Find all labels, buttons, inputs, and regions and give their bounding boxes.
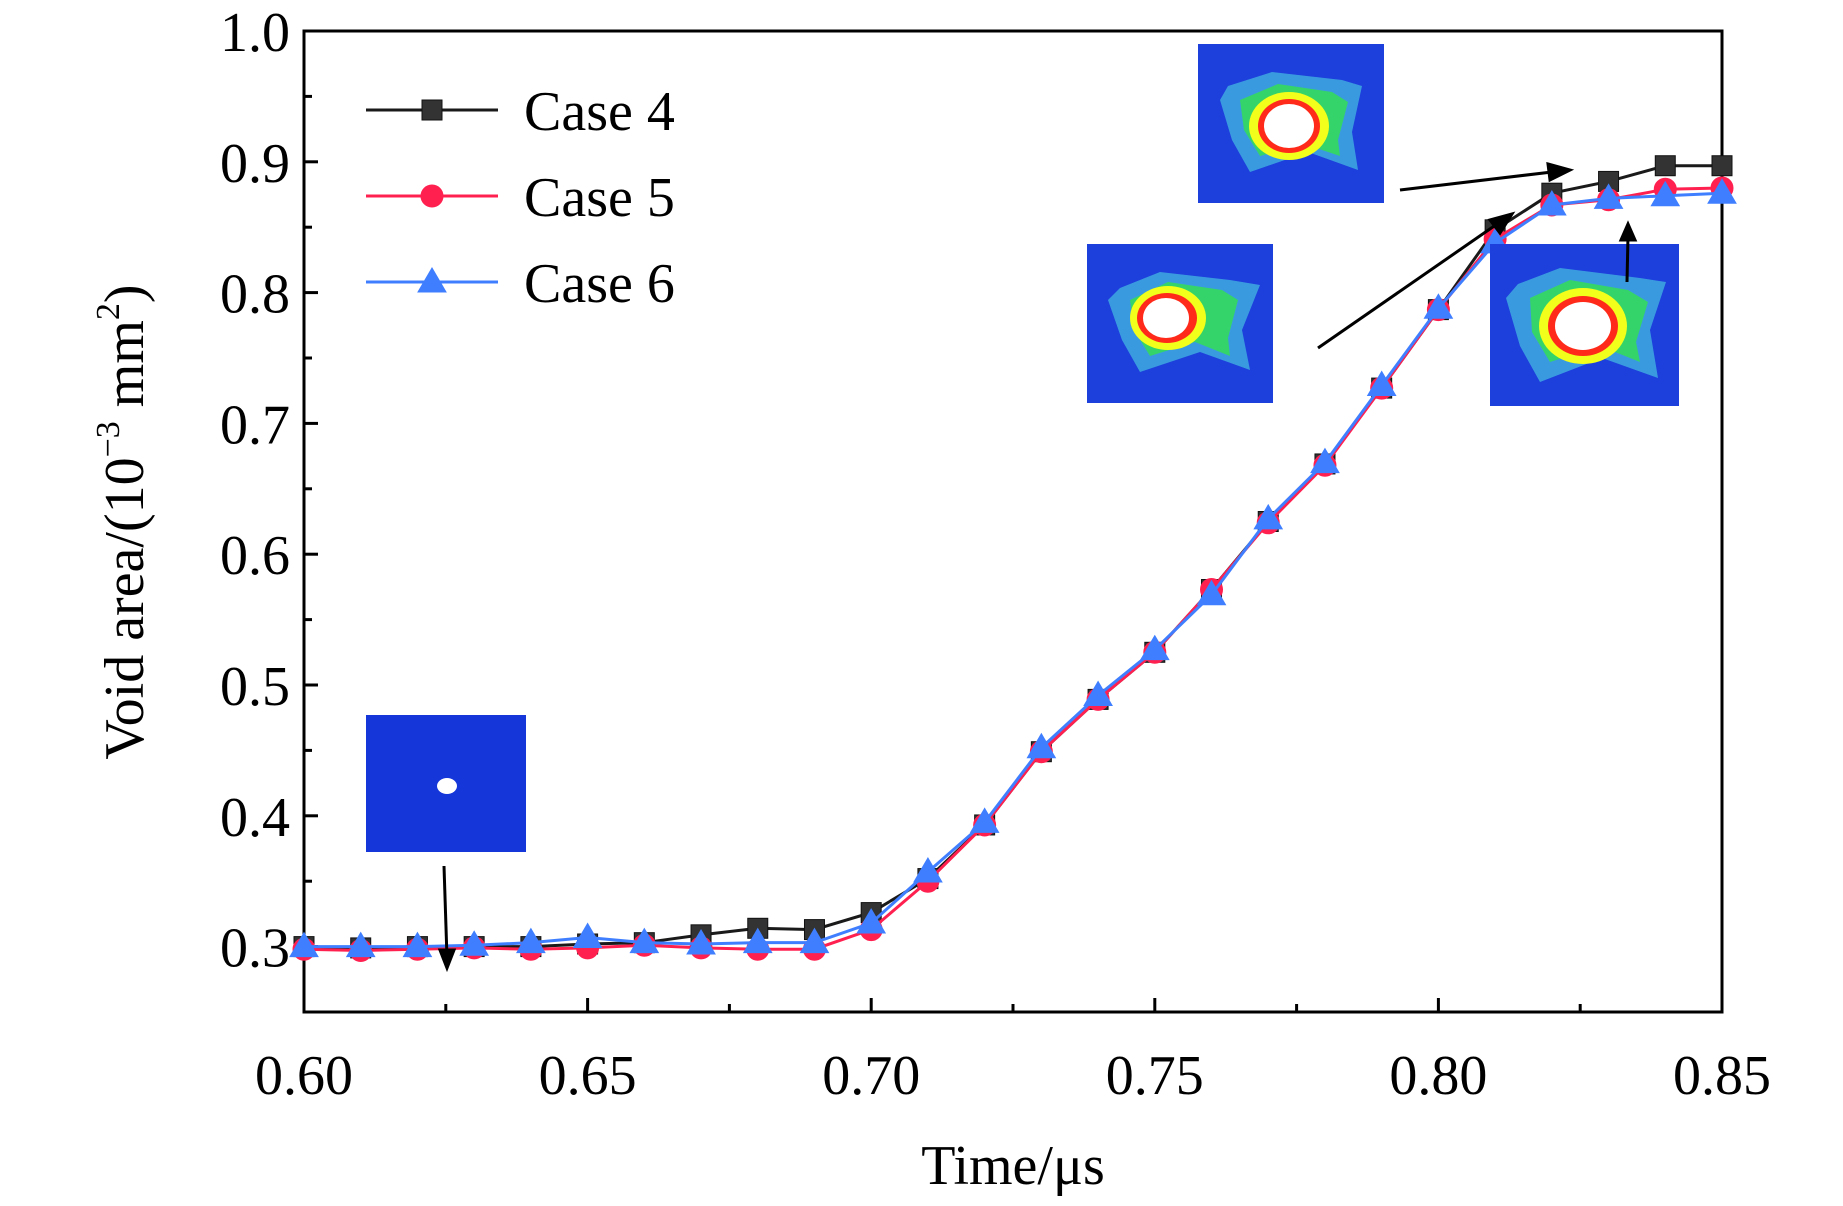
y-tick-label: 0.3	[220, 918, 290, 980]
data-point	[1654, 155, 1676, 177]
legend-marker	[420, 184, 444, 208]
legend-marker	[417, 267, 447, 293]
data-point	[913, 857, 943, 883]
legend-item: Case 6	[366, 253, 675, 315]
data-point	[1711, 155, 1733, 177]
arrow-case6-head	[1618, 220, 1638, 242]
x-tick-label: 0.70	[822, 1045, 920, 1107]
y-axis-title-unit: mm	[94, 320, 156, 421]
data-point	[1707, 178, 1737, 204]
y-axis-title: Void area/(10−3 mm2)	[90, 284, 156, 759]
series-layer	[289, 155, 1737, 963]
data-point	[629, 927, 660, 954]
y-axis-title-close: )	[94, 284, 156, 303]
x-tick-label: 0.60	[255, 1045, 353, 1107]
data-point	[1083, 680, 1113, 706]
inset-initial-void	[366, 715, 526, 852]
data-point	[969, 807, 1000, 833]
data-point	[1253, 503, 1284, 530]
legend-item: Case 5	[366, 167, 675, 229]
arrow-case6	[1625, 235, 1630, 283]
y-axis-title-text: Void area/(10	[94, 457, 156, 759]
arrow-case4-head	[1546, 161, 1575, 183]
data-point	[1593, 183, 1624, 209]
y-tick-label: 0.6	[220, 525, 290, 587]
x-axis-title: Time/μs	[921, 1135, 1105, 1197]
arrow-case5-head	[1487, 211, 1516, 236]
y-axis-title-unit-exp: 2	[90, 303, 127, 320]
legend: Case 4 Case 5 Case 6	[366, 81, 675, 315]
x-tick-label: 0.85	[1673, 1045, 1771, 1107]
data-point	[1139, 634, 1170, 661]
data-point	[1026, 732, 1057, 759]
inset-void-case6	[1490, 244, 1679, 406]
data-point	[799, 927, 830, 954]
legend-label: Case 4	[524, 81, 675, 143]
arrow-initial	[442, 865, 449, 959]
data-point	[1423, 293, 1454, 319]
y-tick-label: 0.7	[220, 394, 290, 456]
y-tick-label: 0.9	[220, 133, 290, 195]
data-point	[572, 922, 603, 948]
arrow-case5	[1317, 220, 1501, 350]
data-point	[516, 927, 546, 954]
legend-label: Case 5	[524, 167, 675, 229]
arrow-case4	[1399, 170, 1553, 192]
inset-void-case4	[1198, 44, 1384, 203]
data-point	[345, 931, 376, 958]
y-axis-title-exp: −3	[90, 421, 127, 457]
y-tick-label: 1.0	[220, 2, 290, 64]
data-point	[459, 930, 490, 956]
data-point	[1196, 579, 1227, 606]
x-tick-labels: 0.60 0.65 0.70 0.75 0.80 0.85	[255, 1045, 1771, 1107]
data-point	[1536, 189, 1567, 216]
x-tick-label: 0.65	[539, 1045, 637, 1107]
y-tick-labels: 0.3 0.4 0.5 0.6 0.7 0.8 0.9 1.0	[220, 2, 290, 980]
series-case-6	[289, 178, 1737, 958]
arrow-initial-head	[437, 948, 457, 973]
y-tick-label: 0.5	[220, 656, 290, 718]
data-point	[1650, 180, 1681, 207]
data-point	[402, 931, 433, 958]
data-point	[856, 908, 887, 934]
legend-marker	[421, 99, 443, 121]
annotation-arrows	[437, 161, 1638, 973]
data-point	[1366, 370, 1397, 396]
legend-label: Case 6	[524, 253, 675, 315]
data-point	[289, 931, 319, 958]
series-line	[304, 191, 1723, 949]
y-tick-label: 0.8	[220, 264, 290, 326]
y-tick-label: 0.4	[220, 787, 290, 849]
data-point	[1310, 447, 1340, 474]
inset-void-case5	[1087, 244, 1273, 403]
legend-item: Case 4	[366, 81, 675, 143]
data-point	[742, 927, 773, 954]
x-tick-label: 0.75	[1106, 1045, 1204, 1107]
x-tick-label: 0.80	[1389, 1045, 1487, 1107]
data-point	[686, 928, 716, 955]
